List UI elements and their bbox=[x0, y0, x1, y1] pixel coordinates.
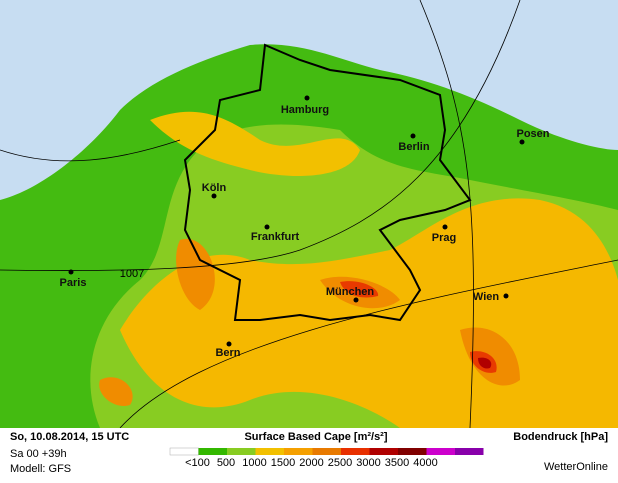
city-label: Paris bbox=[60, 277, 87, 289]
legend-swatch bbox=[341, 448, 370, 455]
legend-label: <100 bbox=[185, 457, 210, 469]
pressure-title: Bodendruck [hPa] bbox=[513, 431, 608, 443]
sea bbox=[0, 0, 618, 241]
city-dot bbox=[68, 269, 74, 275]
isobar-label: 1007 bbox=[120, 268, 144, 280]
datetime: So, 10.08.2014, 15 UTC bbox=[10, 431, 129, 443]
city-dot bbox=[353, 297, 359, 303]
isobar bbox=[0, 139, 181, 162]
legend-swatch bbox=[255, 448, 284, 455]
legend-swatch bbox=[284, 448, 313, 455]
legend-label: 2500 bbox=[328, 457, 352, 469]
legend-label: 3500 bbox=[385, 457, 409, 469]
cape-yellow bbox=[150, 111, 360, 176]
city-dot bbox=[410, 133, 416, 139]
legend-swatch bbox=[398, 448, 427, 455]
cities: Hamburg Berlin Posen Köln Frankfurt Prag Paris… bbox=[60, 95, 550, 359]
model: Modell: GFS bbox=[10, 463, 71, 475]
cape-orange bbox=[99, 238, 520, 406]
germany-border bbox=[183, 43, 472, 322]
run: Sa 00 +39h bbox=[10, 448, 67, 460]
legend-swatch bbox=[169, 447, 199, 456]
city-label: Berlin bbox=[398, 141, 429, 153]
legend-swatch bbox=[455, 448, 484, 455]
legend-title: Surface Based Cape [m²/s²] bbox=[244, 431, 387, 443]
city-dot bbox=[304, 95, 310, 101]
city-label: Posen bbox=[516, 128, 549, 140]
city-label: München bbox=[326, 286, 375, 298]
legend-label: 500 bbox=[217, 457, 235, 469]
legend-swatch bbox=[369, 448, 398, 455]
city-dot bbox=[519, 139, 525, 145]
city-dot bbox=[211, 193, 217, 199]
city-label: Frankfurt bbox=[251, 231, 300, 243]
city-dot bbox=[442, 224, 448, 230]
city-dot bbox=[264, 224, 270, 230]
legend-swatch bbox=[227, 448, 256, 455]
legend-swatch bbox=[198, 448, 227, 455]
footer: So, 10.08.2014, 15 UTC Sa 00 +39h Modell… bbox=[0, 428, 618, 478]
legend-label: 1500 bbox=[271, 457, 295, 469]
city-label: Bern bbox=[215, 347, 240, 359]
legend-swatch bbox=[426, 448, 455, 455]
legend-label: 4000 bbox=[413, 457, 437, 469]
city-dot bbox=[503, 293, 509, 299]
legend-swatch bbox=[312, 448, 341, 455]
city-label: Prag bbox=[432, 232, 456, 244]
city-label: Hamburg bbox=[281, 104, 329, 116]
legend-label: 3000 bbox=[356, 457, 380, 469]
city-dot bbox=[226, 341, 232, 347]
city-label: Köln bbox=[202, 182, 227, 194]
map: 1007 Hamburg Berlin Posen Köln Frankfurt Prag… bbox=[0, 0, 618, 429]
brand: WetterOnline bbox=[544, 461, 608, 473]
legend-label: 1000 bbox=[242, 457, 266, 469]
isobar bbox=[419, 0, 474, 429]
legend-label: 2000 bbox=[299, 457, 323, 469]
city-label: Wien bbox=[473, 291, 499, 303]
cape-dark-red bbox=[478, 357, 492, 369]
color-legend: <100 500 1000 1500 2000 2500 3000 3500 4000 bbox=[169, 447, 484, 469]
isobar bbox=[119, 259, 618, 429]
